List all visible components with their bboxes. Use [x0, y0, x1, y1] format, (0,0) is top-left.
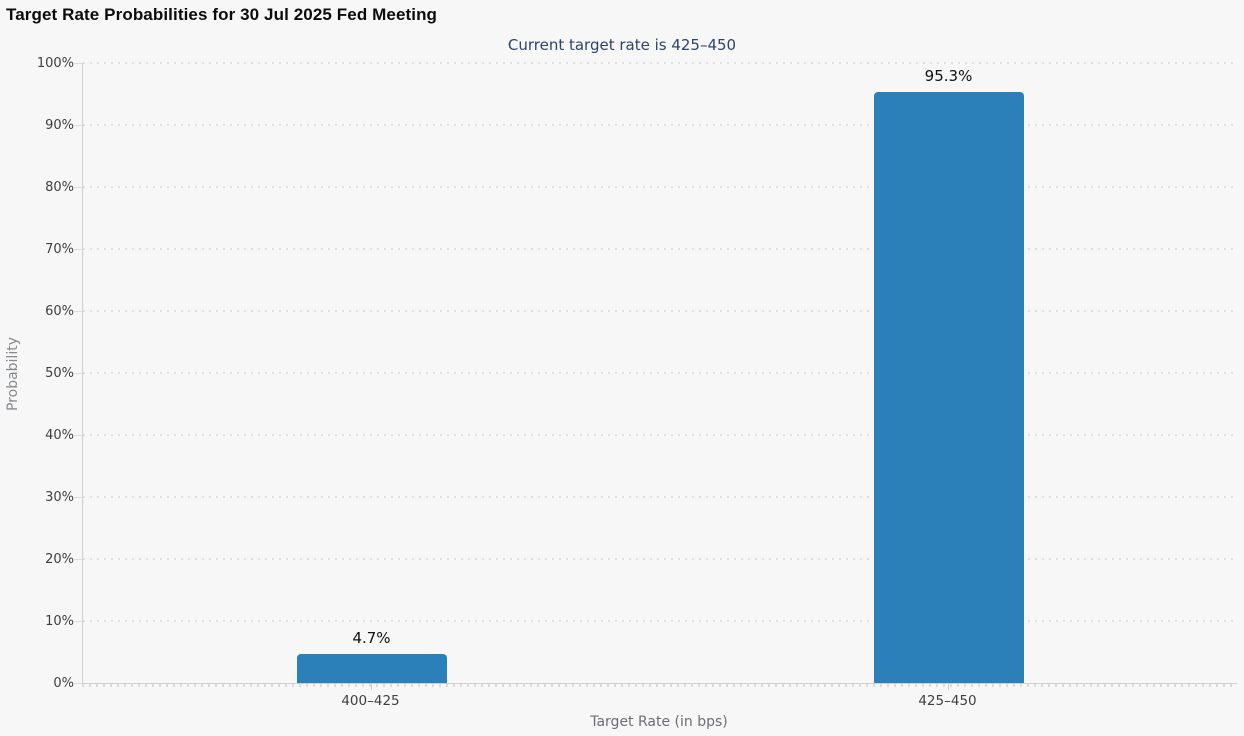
gridline — [83, 620, 1237, 622]
x-category-label: 400–425 — [341, 693, 400, 709]
y-tick-label: 30% — [45, 490, 74, 505]
bar[interactable] — [296, 653, 447, 683]
x-axis-title: Target Rate (in bps) — [590, 714, 728, 730]
y-tick-label: 80% — [45, 180, 74, 195]
y-tick-label: 70% — [45, 242, 74, 257]
y-axis-tick — [74, 621, 82, 622]
y-tick-label: 0% — [53, 676, 74, 691]
y-axis-tick — [74, 125, 82, 126]
bar[interactable] — [873, 92, 1024, 683]
y-axis-tick — [74, 311, 82, 312]
x-axis-tick — [370, 684, 372, 690]
y-tick-label: 20% — [45, 552, 74, 567]
y-axis-tick — [74, 63, 82, 64]
y-tick-label: 10% — [45, 614, 74, 629]
x-category-label: 425–450 — [918, 693, 977, 709]
gridline — [83, 372, 1237, 374]
y-tick-label: 100% — [36, 56, 74, 71]
bar-value-label: 4.7% — [352, 628, 391, 647]
chart-subtitle: Current target rate is 425–450 — [507, 36, 737, 54]
plot-area: 4.7% 95.3% — [82, 62, 1237, 683]
y-tick-label: 60% — [45, 304, 74, 319]
y-axis-tick — [74, 249, 82, 250]
y-tick-label: 50% — [45, 366, 74, 381]
y-axis-title: Probability — [5, 337, 21, 412]
y-axis-tick — [74, 187, 82, 188]
gridline — [83, 558, 1237, 560]
bar-value-label: 95.3% — [924, 67, 973, 86]
gridline — [83, 248, 1237, 250]
y-axis-tick — [74, 497, 82, 498]
y-axis-tick — [74, 435, 82, 436]
y-axis-tick — [74, 373, 82, 374]
gridline — [83, 124, 1237, 126]
x-axis-line — [82, 683, 1237, 684]
y-tick-label: 90% — [45, 118, 74, 133]
gridline — [83, 434, 1237, 436]
y-tick-label: 40% — [45, 428, 74, 443]
gridline — [83, 62, 1237, 64]
x-axis-minor-ticks — [82, 684, 1237, 687]
gridline — [83, 496, 1237, 498]
x-axis-tick — [947, 684, 949, 690]
chart-title: Target Rate Probabilities for 30 Jul 202… — [6, 5, 438, 24]
y-axis-tick — [74, 559, 82, 560]
gridline — [83, 310, 1237, 312]
y-axis-tick — [74, 683, 82, 684]
gridline — [83, 186, 1237, 188]
